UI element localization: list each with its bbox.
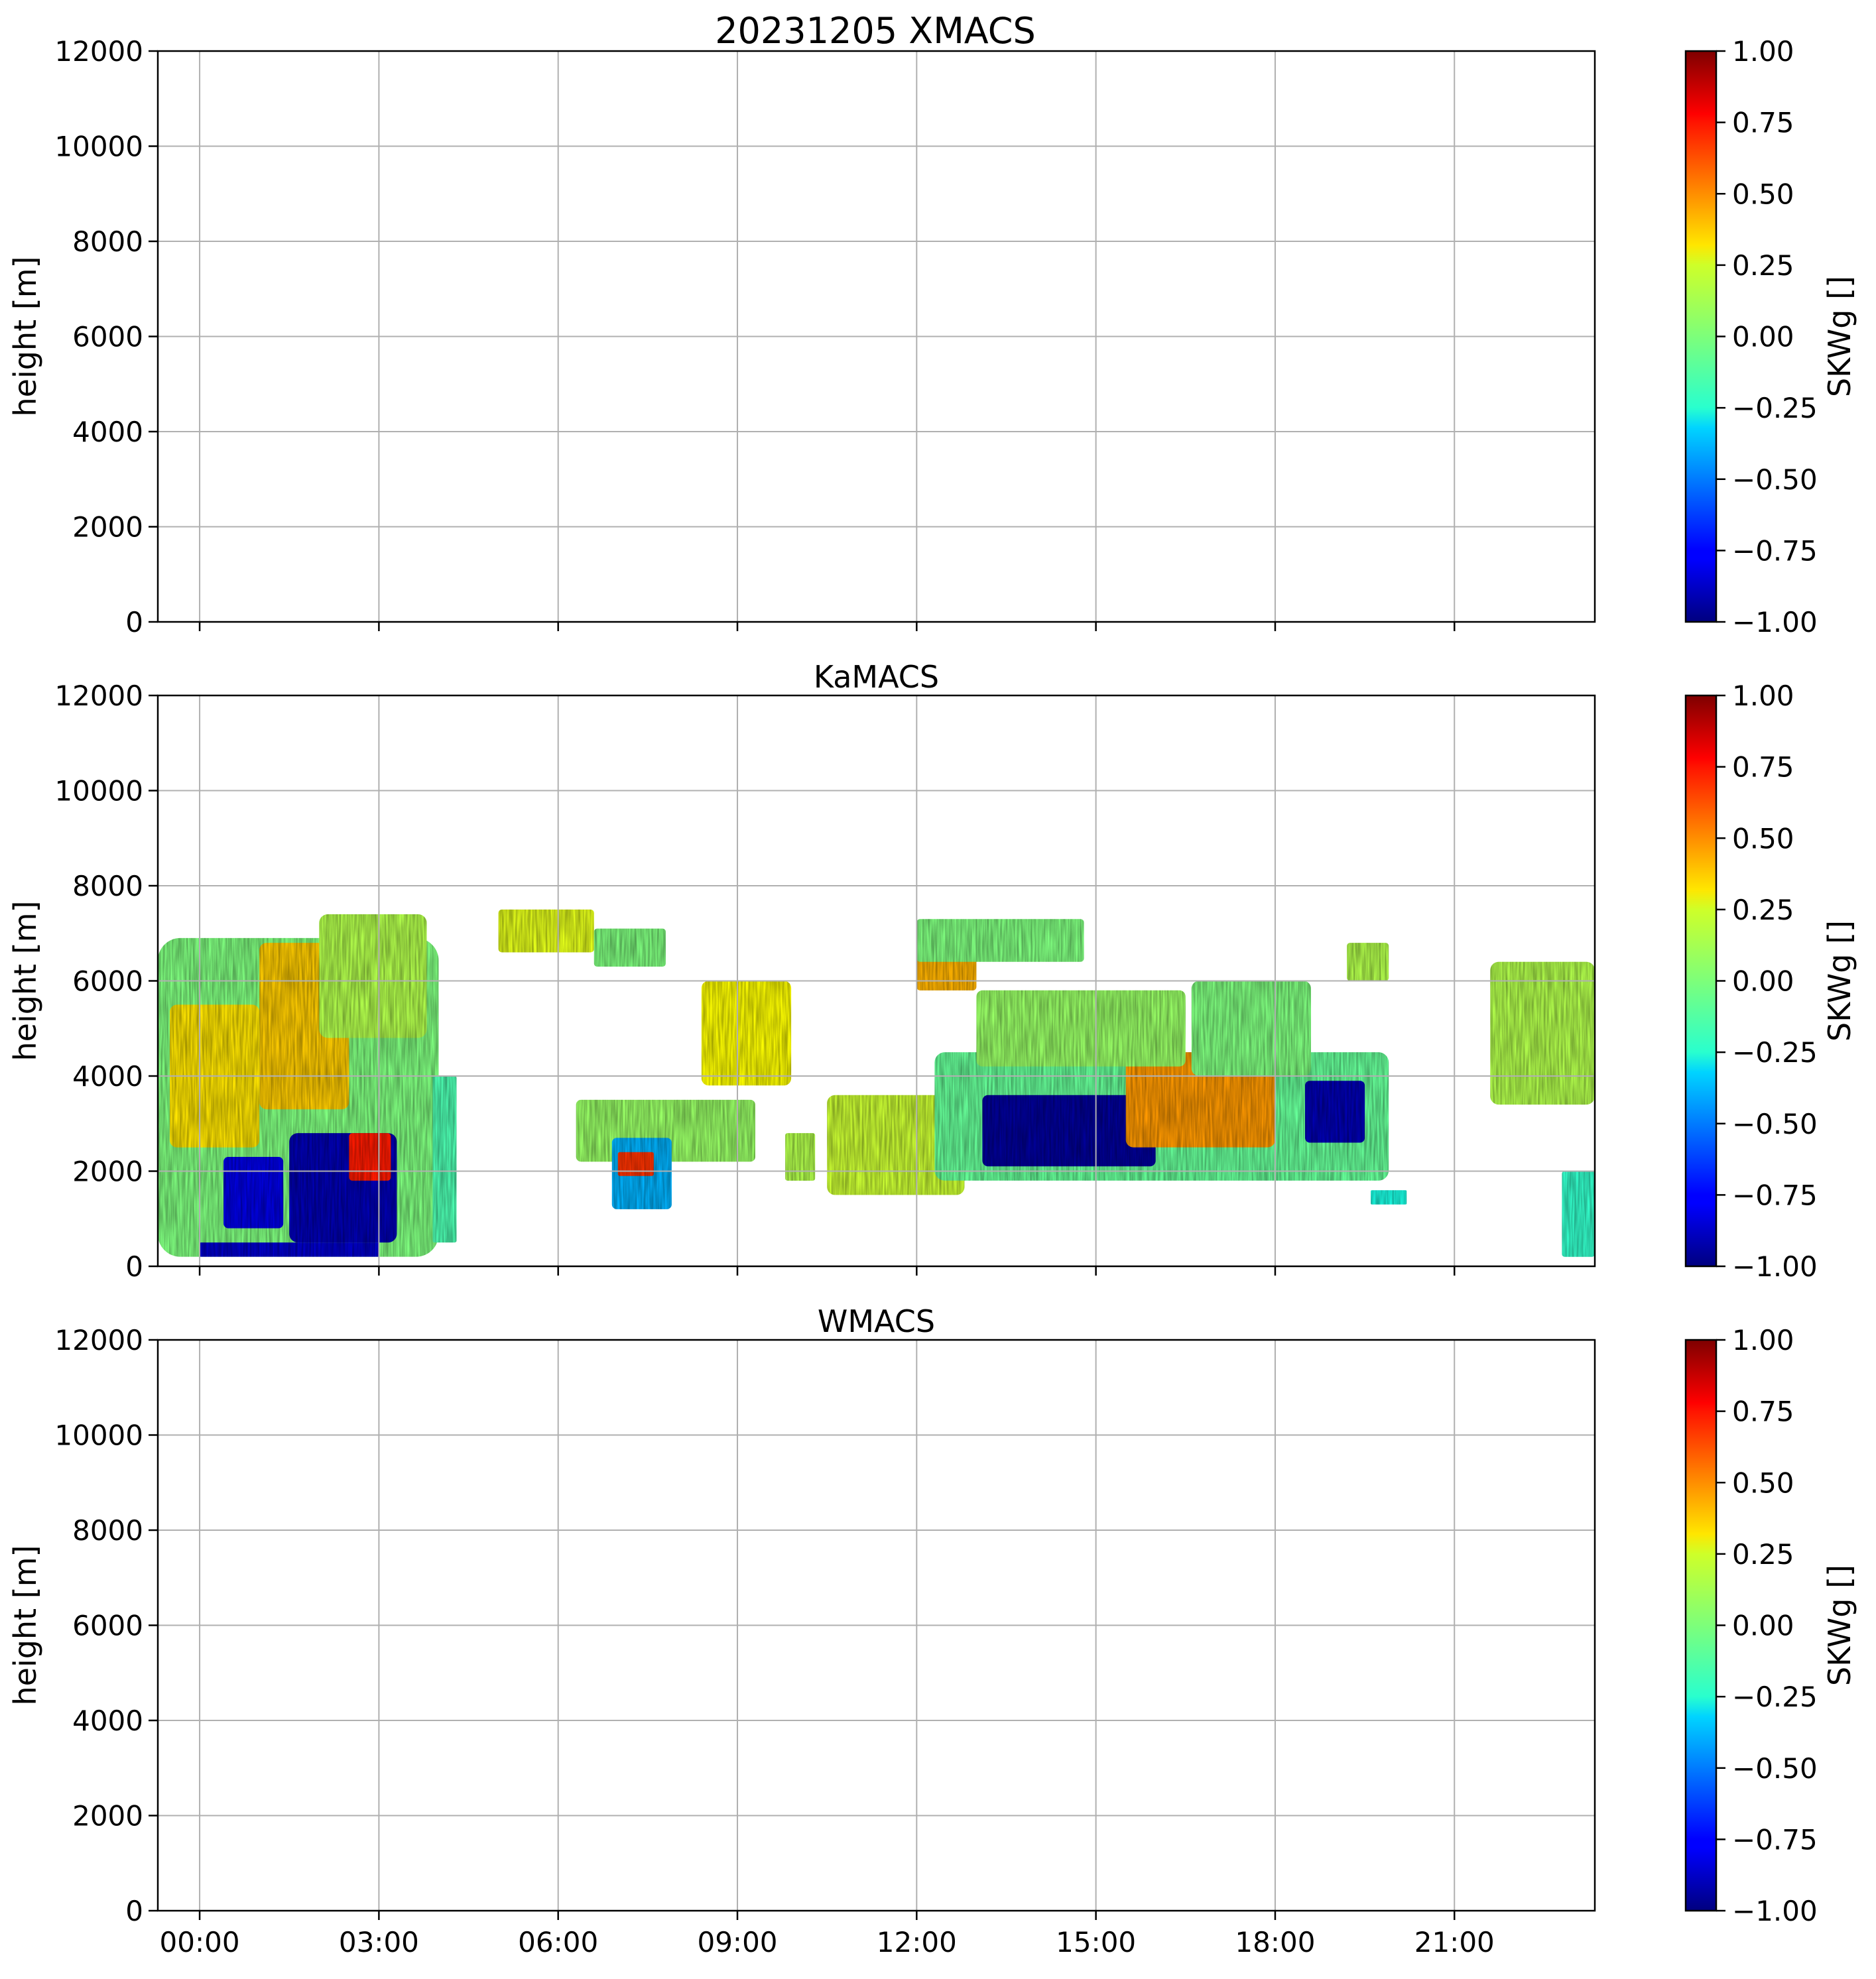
colorbar-label: SKWg [] xyxy=(1822,1565,1857,1686)
y-tick-label: 2000 xyxy=(72,511,143,544)
y-tick-label: 0 xyxy=(125,1895,143,1927)
x-tick-label: 15:00 xyxy=(1056,1926,1136,1958)
heatmap-cell-texture xyxy=(432,1076,457,1243)
y-tick-label: 4000 xyxy=(72,1060,143,1093)
heatmap-cell-texture xyxy=(617,1152,654,1176)
colorbar: 1.00 0.75 0.50 0.25 0.00 −0.25 −0.50 −0.75 −1.00… xyxy=(1684,680,1857,1283)
y-tick-label: 0 xyxy=(125,606,143,638)
heatmap-cell-texture xyxy=(1347,943,1389,981)
x-tick-label: 06:00 xyxy=(518,1926,598,1958)
y-tick-label: 12000 xyxy=(54,680,143,712)
colorbar-tick-label: 0.50 xyxy=(1732,178,1794,210)
heatmap-cell-texture xyxy=(200,1242,379,1257)
colorbar-tick-label: −0.50 xyxy=(1732,1752,1818,1785)
y-axis-label: height [m] xyxy=(7,1545,43,1706)
y-axis-label: height [m] xyxy=(7,901,43,1061)
heatmap-cell-texture xyxy=(223,1157,284,1229)
colorbar-tick-label: 0.75 xyxy=(1732,751,1794,784)
grid xyxy=(158,1339,1595,1911)
heatmap-cell-texture xyxy=(785,1133,816,1181)
heatmap-cell-texture xyxy=(976,990,1186,1067)
y-tick-label: 10000 xyxy=(54,1419,143,1452)
colorbar-tick-label: 0.75 xyxy=(1732,107,1794,139)
colorbar-tick-label: 0.00 xyxy=(1732,1610,1794,1642)
y-tick-label: 4000 xyxy=(72,416,143,448)
heatmap-cell-texture xyxy=(349,1133,391,1181)
heatmap-cell-texture xyxy=(1191,981,1311,1076)
colorbar-tick-label: 0.25 xyxy=(1732,1538,1794,1571)
y-tick-label: 8000 xyxy=(72,870,143,902)
y-tick-label: 0 xyxy=(125,1250,143,1283)
colorbar-tick-label: 0.25 xyxy=(1732,249,1794,282)
x-tick-label: 03:00 xyxy=(339,1926,419,1958)
heatmap-cell-texture xyxy=(1562,1171,1595,1257)
colorbar-tick-label: 1.00 xyxy=(1732,35,1794,68)
colorbar-tick-label: 0.50 xyxy=(1732,822,1794,855)
colorbar-tick-label: −0.50 xyxy=(1732,463,1818,496)
colorbar-tick-label: −1.00 xyxy=(1732,1895,1818,1927)
colorbar-tick-label: 0.25 xyxy=(1732,894,1794,926)
colorbar-gradient xyxy=(1684,1339,1718,1912)
y-tick-label: 12000 xyxy=(54,1324,143,1356)
y-tick-label: 10000 xyxy=(54,775,143,808)
heatmap-cell-texture xyxy=(594,928,666,967)
colorbar-tick-label: −0.25 xyxy=(1732,392,1818,424)
panel-2: KaMACS 0 2000 4000 6000 8000 10000 12000 height … xyxy=(7,659,1857,1283)
heatmap-cell-texture xyxy=(1371,1190,1407,1205)
colorbar-tick-label: −0.25 xyxy=(1732,1681,1818,1713)
heatmap-cell-texture xyxy=(1490,961,1595,1105)
panel-title: KaMACS xyxy=(814,659,939,695)
heatmap-data xyxy=(158,909,1595,1257)
colorbar-tick-label: −0.75 xyxy=(1732,1179,1818,1211)
y-tick-label: 4000 xyxy=(72,1705,143,1737)
panel-3: WMACS 0 2000 4000 6000 8000 10000 12000 00:00 03:… xyxy=(7,1303,1857,1958)
heatmap-cell-texture xyxy=(319,914,427,1038)
colorbar-tick-label: −0.50 xyxy=(1732,1108,1818,1140)
figure-title: 20231205 XMACS xyxy=(715,10,1036,52)
colorbar-tick-label: −0.25 xyxy=(1732,1036,1818,1069)
colorbar-gradient xyxy=(1684,50,1718,623)
colorbar-tick-label: −1.00 xyxy=(1732,606,1818,638)
y-tick-label: 2000 xyxy=(72,1800,143,1832)
y-tick-label: 6000 xyxy=(72,965,143,998)
heatmap-cell-texture xyxy=(1305,1081,1365,1143)
y-tick-label: 6000 xyxy=(72,321,143,353)
colorbar-label: SKWg [] xyxy=(1822,276,1857,397)
heatmap-cell-texture xyxy=(982,1095,1156,1167)
y-tick-label: 6000 xyxy=(72,1610,143,1642)
colorbar-tick-label: 0.00 xyxy=(1732,321,1794,353)
colorbar-label: SKWg [] xyxy=(1822,920,1857,1042)
colorbar-tick-label: 0.00 xyxy=(1732,965,1794,998)
colorbar-tick-label: −1.00 xyxy=(1732,1250,1818,1283)
colorbar-tick-label: 0.50 xyxy=(1732,1467,1794,1499)
heatmap-cell-texture xyxy=(701,981,792,1086)
y-tick-label: 12000 xyxy=(54,35,143,68)
panel-1: 20231205 XMACS 0 2000 4000 6000 8000 10000 1200… xyxy=(7,10,1857,638)
y-tick-label: 8000 xyxy=(72,1514,143,1547)
grid xyxy=(158,50,1595,623)
x-tick-label: 21:00 xyxy=(1414,1926,1495,1958)
colorbar: 1.00 0.75 0.50 0.25 0.00 −0.25 −0.50 −0.75 −1.00… xyxy=(1684,35,1857,638)
x-tick-label: 12:00 xyxy=(877,1926,957,1958)
x-tick-label: 09:00 xyxy=(697,1926,777,1958)
panel-title: WMACS xyxy=(818,1303,935,1339)
x-tick-label: 18:00 xyxy=(1235,1926,1315,1958)
heatmap-cell-texture xyxy=(498,909,594,953)
heatmap-cell-texture xyxy=(916,919,1084,962)
colorbar: 1.00 0.75 0.50 0.25 0.00 −0.25 −0.50 −0.75 −1.00… xyxy=(1684,1324,1857,1927)
y-tick-label: 2000 xyxy=(72,1156,143,1188)
x-tick-label: 00:00 xyxy=(160,1926,240,1958)
colorbar-tick-label: 0.75 xyxy=(1732,1396,1794,1428)
colorbar-tick-label: 1.00 xyxy=(1732,1324,1794,1356)
colorbar-tick-label: −0.75 xyxy=(1732,534,1818,567)
y-axis-label: height [m] xyxy=(7,257,43,417)
y-tick-label: 10000 xyxy=(54,131,143,163)
colorbar-gradient xyxy=(1684,694,1718,1268)
heatmap-cell-texture xyxy=(827,1095,965,1195)
y-tick-label: 8000 xyxy=(72,225,143,258)
colorbar-tick-label: −0.75 xyxy=(1732,1823,1818,1856)
colorbar-tick-label: 1.00 xyxy=(1732,680,1794,712)
